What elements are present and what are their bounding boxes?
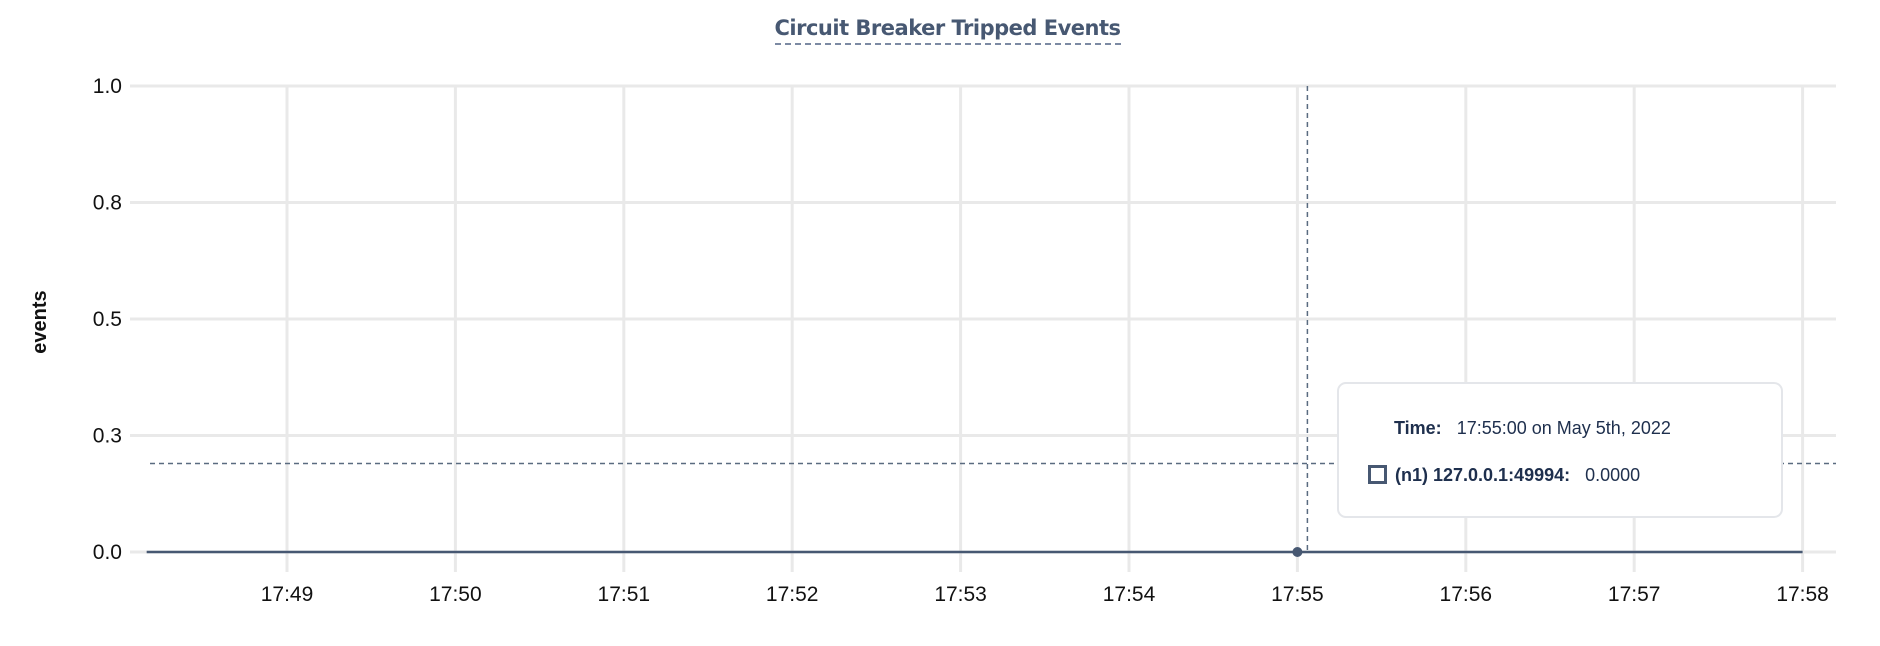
tooltip-time-value: 17:55:00 on May 5th, 2022 bbox=[1456, 418, 1671, 438]
y-tick-label: 0.3 bbox=[93, 425, 122, 448]
x-tick-label: 17:53 bbox=[934, 583, 987, 606]
x-tick-label: 17:57 bbox=[1608, 583, 1661, 606]
y-axis-label: events bbox=[29, 290, 51, 353]
y-tick-label: 0.0 bbox=[93, 541, 122, 564]
y-tick-label: 0.8 bbox=[93, 192, 122, 215]
x-tick-label: 17:54 bbox=[1103, 583, 1156, 606]
chart-title-wrap: Circuit Breaker Tripped Events bbox=[0, 16, 1880, 45]
x-tick-label: 17:58 bbox=[1776, 583, 1829, 606]
y-tick-label: 1.0 bbox=[93, 75, 122, 98]
x-tick-label: 17:51 bbox=[598, 583, 651, 606]
tooltip-time-label: Time: bbox=[1394, 418, 1442, 438]
x-tick-label: 17:49 bbox=[261, 583, 314, 606]
tooltip: Time: 17:55:00 on May 5th, 2022 (n1) 127… bbox=[1337, 382, 1783, 518]
tooltip-series-label: (n1) 127.0.0.1:49994: bbox=[1395, 465, 1571, 485]
tooltip-series-value: 0.0000 bbox=[1585, 465, 1641, 485]
x-tick-label: 17:50 bbox=[429, 583, 482, 606]
hover-data-point[interactable] bbox=[1292, 547, 1303, 557]
chart-title[interactable]: Circuit Breaker Tripped Events bbox=[774, 16, 1121, 45]
tooltip-time-row: Time: 17:55:00 on May 5th, 2022 bbox=[1394, 418, 1671, 439]
x-tick-label: 17:56 bbox=[1440, 583, 1493, 606]
series-swatch-icon bbox=[1368, 465, 1387, 484]
x-tick-label: 17:52 bbox=[766, 583, 819, 606]
x-tick-label: 17:55 bbox=[1271, 583, 1324, 606]
tooltip-series-row: (n1) 127.0.0.1:49994: 0.0000 bbox=[1368, 465, 1640, 486]
y-tick-label: 0.5 bbox=[93, 308, 122, 331]
